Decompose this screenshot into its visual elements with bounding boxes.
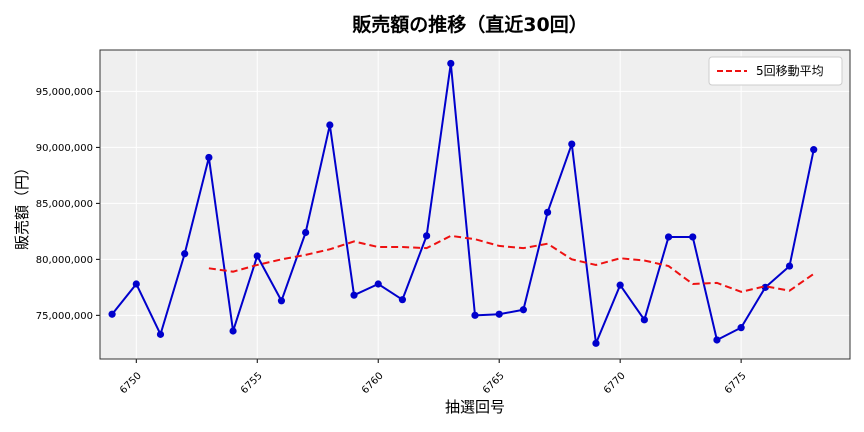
sales-data-point (326, 121, 334, 129)
sales-data-point (713, 336, 721, 344)
sales-data-point (543, 208, 552, 216)
sales-data-point (277, 297, 286, 305)
sales-data-point (689, 233, 697, 241)
sales-data-point (181, 250, 189, 258)
y-tick-label: 75,000,000 (36, 311, 93, 322)
sales-data-point (785, 262, 794, 270)
y-axis-label: 販売額（円） (13, 160, 31, 250)
y-tick-labels: 75,000,000 80,000,000 85,000,000 90,000,000… (36, 87, 93, 322)
sales-data-point (374, 280, 382, 288)
sales-data-point (664, 233, 673, 241)
y-tick-label: 95,000,000 (36, 87, 93, 98)
legend-box (708, 56, 843, 86)
chart-title: 販売額の推移（直近30回） (352, 13, 587, 36)
sales-line (111, 62, 815, 345)
sales-data-point (108, 310, 116, 318)
sales-data-point (592, 339, 600, 347)
sales-data-point (156, 330, 165, 338)
sales-data-point (810, 146, 818, 154)
legend: 5回移動平均 (708, 56, 843, 86)
y-tick-label: 90,000,000 (36, 143, 93, 154)
sales-data-point (205, 153, 213, 162)
axes (96, 49, 851, 363)
sales-data-point (423, 232, 431, 240)
plot-frame (99, 49, 851, 360)
y-tick-label: 85,000,000 (36, 199, 93, 210)
sales-data-point (253, 252, 261, 260)
moving-average-line (208, 234, 815, 293)
sales-data-point (616, 281, 624, 289)
sales-data-point (229, 327, 237, 335)
sales-data-point (471, 311, 479, 319)
y-tick-label: 80,000,000 (36, 255, 93, 266)
sales-data-point (761, 283, 769, 291)
sales-data-point (495, 310, 503, 318)
sales-data-point (132, 280, 140, 288)
sales-data-point (640, 316, 648, 324)
legend-label-moving-average: 5回移動平均 (756, 64, 824, 78)
sales-data-point (302, 228, 310, 237)
sales-data-point (398, 296, 407, 304)
sales-data-point (447, 59, 455, 68)
x-axis-label: 抽選回号 (445, 398, 505, 416)
series-layer (108, 59, 818, 347)
sales-data-point (519, 306, 527, 314)
sales-data-point (568, 140, 576, 148)
sales-data-point (737, 324, 745, 332)
sales-data-point (350, 291, 358, 299)
